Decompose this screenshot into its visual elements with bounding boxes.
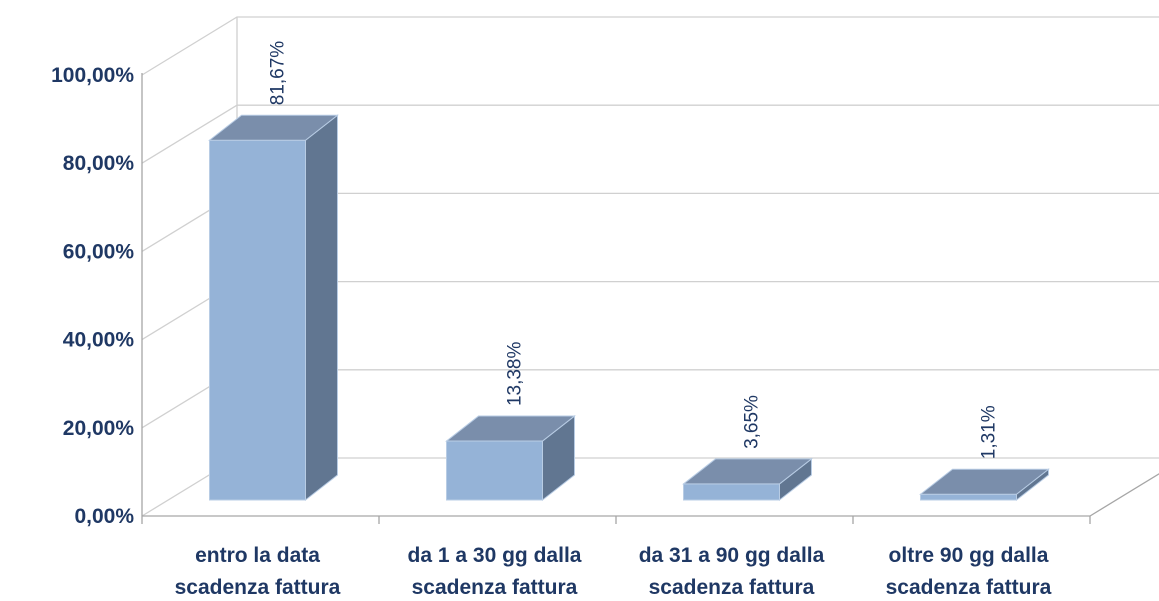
data-label: 3,65% <box>742 395 763 449</box>
gridline <box>141 16 1159 76</box>
x-category-label: oltre 90 gg dalla scadenza fattura <box>886 544 1052 599</box>
y-tick-label: 20,00% <box>63 417 135 440</box>
bar-top-face <box>445 415 576 442</box>
bar <box>445 415 576 502</box>
y-tick-label: 60,00% <box>63 240 135 263</box>
bar-front-face <box>683 483 780 501</box>
data-labels: 81,67% 13,38% 3,65% 1,31% <box>268 41 1000 460</box>
bar <box>208 114 339 502</box>
data-label: 1,31% <box>979 405 1000 459</box>
bar-front-face <box>920 493 1017 501</box>
data-label: 13,38% <box>505 342 526 407</box>
bars <box>208 114 1050 502</box>
bar-side-face <box>305 114 338 502</box>
y-tick-label: 40,00% <box>63 329 135 352</box>
bar-top-face <box>208 114 339 141</box>
y-axis-ticks: 0,00% 20,00% 40,00% 60,00% 80,00% 100,00% <box>51 64 134 528</box>
gridline <box>141 104 1159 164</box>
y-tick-label: 80,00% <box>63 152 135 175</box>
data-label: 81,67% <box>268 41 289 106</box>
x-axis-categories: entro la data scadenza fattura da 1 a 30 g… <box>175 544 1052 599</box>
bar-front-face <box>209 139 306 501</box>
bar <box>919 468 1050 502</box>
bar <box>682 457 813 502</box>
x-category-label: entro la data scadenza fattura <box>175 544 341 599</box>
y-tick-label: 100,00% <box>51 64 134 87</box>
bar-top-face <box>919 468 1050 495</box>
x-category-label: da 1 a 30 gg dalla scadenza fattura <box>408 544 582 599</box>
x-category-label: da 31 a 90 gg dalla scadenza fattura <box>639 544 825 599</box>
bar-top-face <box>682 458 813 485</box>
bar-front-face <box>446 440 543 501</box>
y-tick-label: 0,00% <box>74 505 134 528</box>
